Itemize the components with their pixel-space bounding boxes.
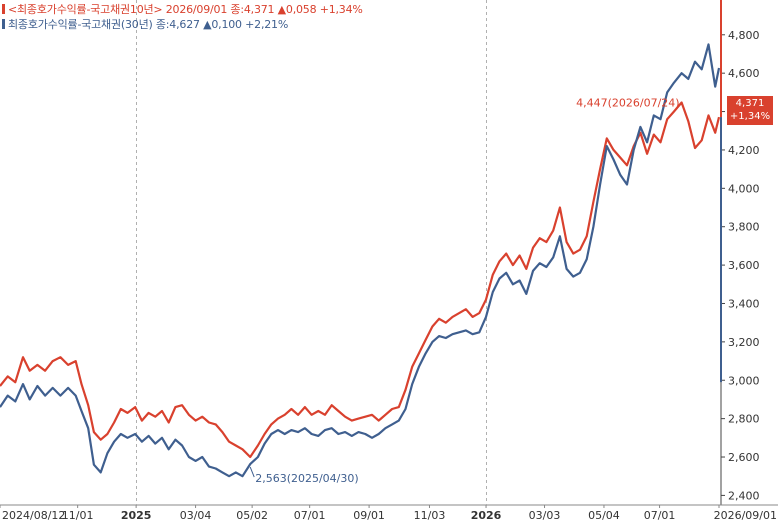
annotation-label: 4,447(2026/07/24) (576, 97, 679, 110)
x-tick-label: 05/02 (236, 509, 268, 522)
x-tick-label: 03/04 (180, 509, 212, 522)
annotation-label: 2,563(2025/04/30) (255, 472, 358, 485)
y-tick-label: 3,600 (728, 259, 760, 272)
x-tick-label: 03/03 (529, 509, 561, 522)
y-tick-label: 4,600 (728, 67, 760, 80)
legend-series-10y: <최종호가수익률-국고채권10년> 2026/09/01 종:4,371 ▲0,… (2, 1, 363, 17)
legend-series-30y: 최종호가수익률-국고채권(30년) 종:4,627 ▲0,100 +2,21% (2, 16, 288, 32)
x-tick-label: 2024/08/12 (2, 509, 65, 522)
y-axis: 2,400 2,600 2,800 3,000 3,200 3,400 3,600 3,800… (720, 0, 760, 502)
y-tick-label: 2,600 (728, 451, 760, 464)
last-value-badge: 4,371 +1,34% (727, 96, 773, 125)
legend-label-10y: <최종호가수익률-국고채권10년> 2026/09/01 종:4,371 ▲0,… (8, 3, 363, 16)
last-value: 4,371 (735, 98, 765, 109)
x-tick-label: 07/01 (294, 509, 326, 522)
x-tick-label: 2026 (471, 509, 502, 522)
x-tick-label: 09/01 (353, 509, 385, 522)
series-lines (0, 43, 721, 478)
x-tick-label: 05/04 (588, 509, 620, 522)
y-tick-label: 3,200 (728, 336, 760, 349)
y-tick-label: 3,400 (728, 297, 760, 310)
x-tick-label: 2025 (121, 509, 152, 522)
legend-marker-10y (2, 4, 5, 14)
annotation-leader (249, 466, 255, 478)
legend-label-30y: 최종호가수익률-국고채권(30년) 종:4,627 ▲0,100 +2,21% (8, 18, 289, 31)
y-tick-label: 4,800 (728, 29, 760, 42)
series-line-30y (0, 43, 721, 478)
y-tick-label: 3,800 (728, 221, 760, 234)
x-tick-label: 07/01 (644, 509, 676, 522)
y-tick-label: 4,200 (728, 144, 760, 157)
x-tick-label: 11/03 (414, 509, 446, 522)
x-tick-label: 2026/09/01 (714, 509, 777, 522)
x-tick-label: 11/01 (62, 509, 94, 522)
annotations: 4,447(2026/07/24) 2,563(2025/04/30) (249, 97, 680, 485)
y-tick-label: 4,000 (728, 182, 760, 195)
legend-marker-30y (2, 19, 5, 29)
y-tick-label: 2,400 (728, 489, 760, 502)
y-tick-label: 3,000 (728, 374, 760, 387)
gridlines (0, 0, 778, 506)
y-tick-label: 2,800 (728, 413, 760, 426)
series-line-10y (0, 101, 721, 459)
last-change: +1,34% (729, 111, 771, 122)
